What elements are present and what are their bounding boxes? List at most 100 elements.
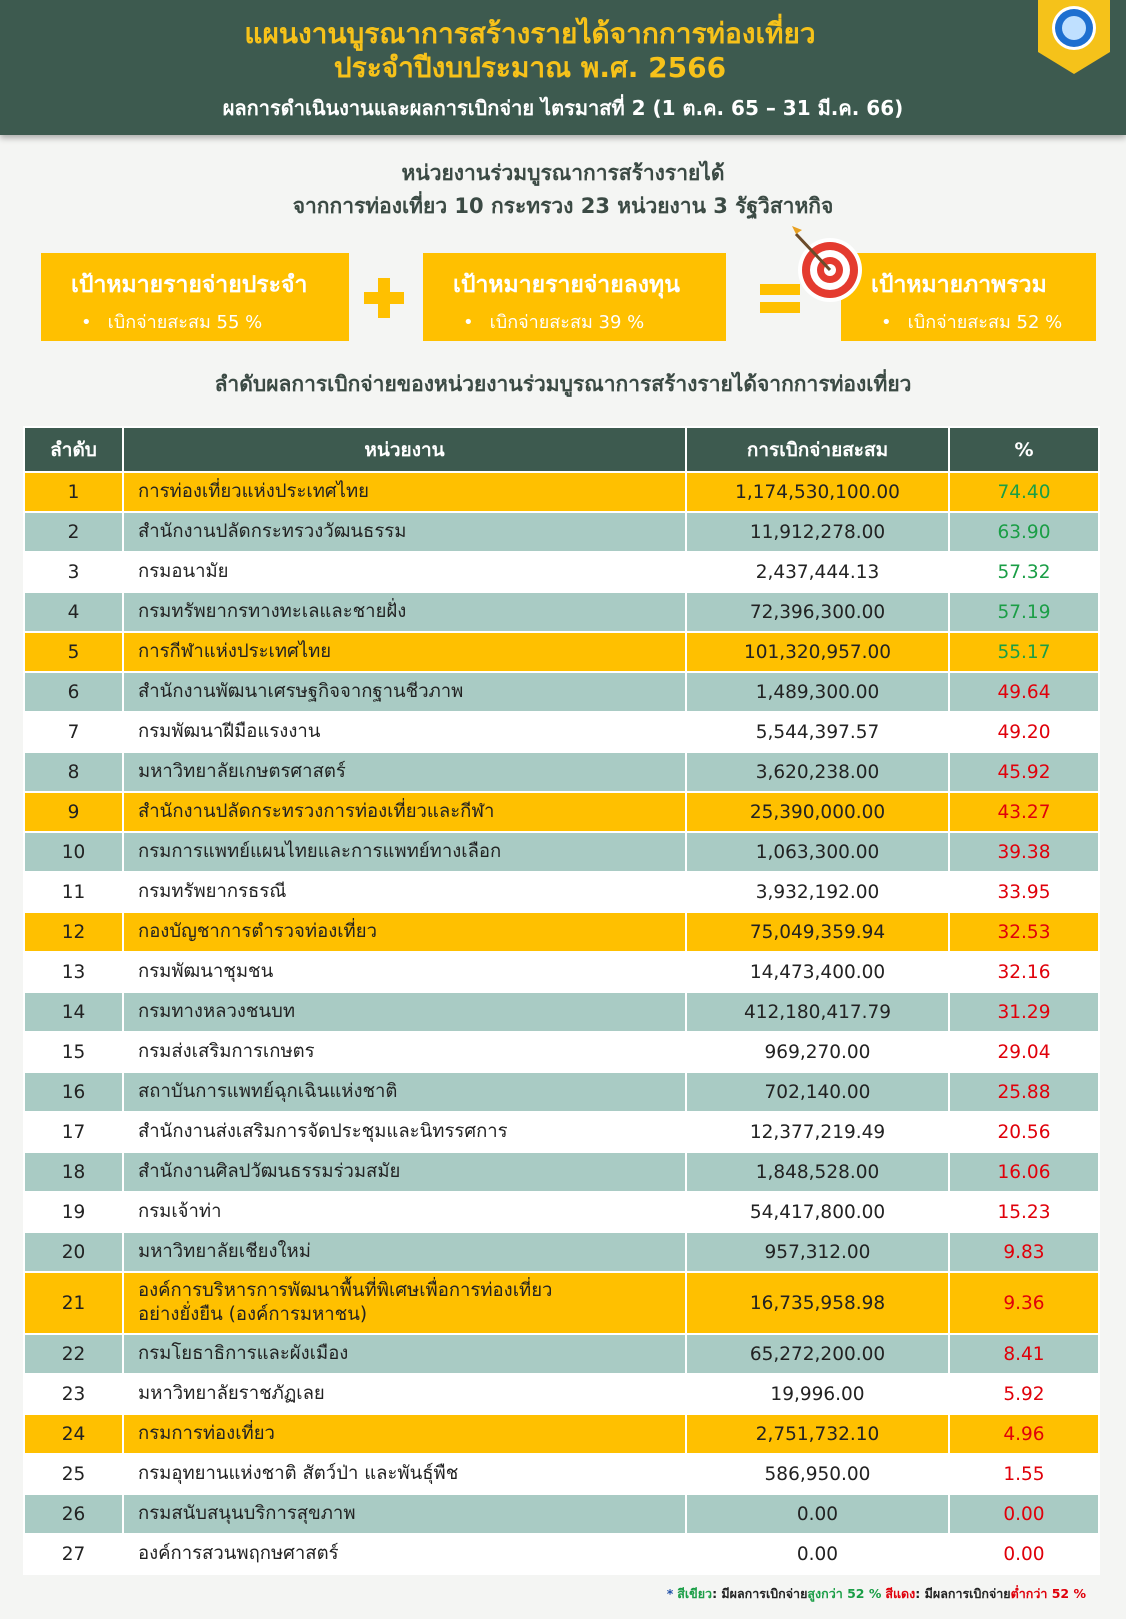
percent-cell: 8.41 — [948, 1333, 1100, 1375]
percent-cell: 0.00 — [948, 1533, 1100, 1575]
table-row: 8 มหาวิทยาลัยเกษตรศาสตร์ 3,620,238.00 45.92 — [23, 751, 1100, 793]
agency-cell: กรมอุทยานแห่งชาติ สัตว์ป่า และพันธุ์พืช — [122, 1453, 687, 1495]
footnote-part: สีเขียว — [677, 1586, 713, 1601]
header-row: ลำดับ หน่วยงาน การเบิกจ่ายสะสม% — [23, 426, 1100, 473]
amount-cell: 16,735,958.98 — [685, 1271, 950, 1335]
amount-cell: 54,417,800.00 — [685, 1191, 950, 1233]
footnote-part: สีแดง — [885, 1586, 916, 1601]
table-row: 7 กรมพัฒนาฝีมือแรงงาน 5,544,397.57 49.20 — [23, 711, 1100, 753]
header: แผนงานบูรณาการสร้างรายได้จากการท่องเที่ย… — [0, 0, 1126, 135]
target-detail: เบิกจ่ายสะสม 39 % — [453, 307, 726, 336]
rank-cell: 18 — [23, 1151, 124, 1193]
percent-cell: 9.36 — [948, 1271, 1100, 1335]
agency-cell: กรมพัฒนาชุมชน — [122, 951, 687, 993]
amount-cell: 11,912,278.00 — [685, 511, 950, 553]
target-box: เป้าหมายภาพรวม เบิกจ่ายสะสม 52 % — [841, 253, 1096, 341]
table-row: 14 กรมทางหลวงชนบท 412,180,417.79 31.29 — [23, 991, 1100, 1033]
percent-cell: 25.88 — [948, 1071, 1100, 1113]
percent-cell: 5.92 — [948, 1373, 1100, 1415]
table-row: 18 สำนักงานศิลปวัฒนธรรมร่วมสมัย 1,848,528.… — [23, 1151, 1100, 1193]
amount-cell: 586,950.00 — [685, 1453, 950, 1495]
table-row: 23 มหาวิทยาลัยราชภัฏเลย 19,996.00 5.92 — [23, 1373, 1100, 1415]
target-title: เป้าหมายรายจ่ายลงทุน — [453, 272, 680, 298]
intro-line: จากการท่องเที่ยว 10 กระทรวง 23 หน่วยงาน … — [292, 194, 834, 218]
percent-cell: 32.53 — [948, 911, 1100, 953]
agency-cell: กรมทรัพยากรธรณี — [122, 871, 687, 913]
table-body: 1 การท่องเที่ยวแห่งประเทศไทย 1,174,530,100… — [23, 471, 1100, 1575]
amount-cell: 0.00 — [685, 1493, 950, 1535]
agency-cell: มหาวิทยาลัยเกษตรศาสตร์ — [122, 751, 687, 793]
target-box: เป้าหมายรายจ่ายลงทุน เบิกจ่ายสะสม 39 % — [423, 253, 726, 341]
logo — [1038, 0, 1110, 74]
percent-cell: 49.64 — [948, 671, 1100, 713]
agency-cell: กองบัญชาการตำรวจท่องเที่ยว — [122, 911, 687, 953]
agency-cell: กรมโยธาธิการและผังเมือง — [122, 1333, 687, 1375]
table-row: 13 กรมพัฒนาชุมชน 14,473,400.00 32.16 — [23, 951, 1100, 993]
percent-cell: 63.90 — [948, 511, 1100, 553]
ranking-table: ลำดับ หน่วยงาน การเบิกจ่ายสะสม% 1 การท่องเท… — [23, 426, 1100, 1575]
percent-cell: 32.16 — [948, 951, 1100, 993]
amount-cell: 1,489,300.00 — [685, 671, 950, 713]
percent-cell: 9.83 — [948, 1231, 1100, 1273]
target-icon — [792, 226, 862, 302]
table-row: 27 องค์การสวนพฤกษศาสตร์ 0.00 0.00 — [23, 1533, 1100, 1575]
rank-cell: 23 — [23, 1373, 124, 1415]
table-row: 26 กรมสนับสนุนบริการสุขภาพ 0.00 0.00 — [23, 1493, 1100, 1535]
table-row: 12 กองบัญชาการตำรวจท่องเที่ยว 75,049,359.9… — [23, 911, 1100, 953]
amount-cell: 19,996.00 — [685, 1373, 950, 1415]
target-detail: เบิกจ่ายสะสม 52 % — [871, 307, 1096, 336]
agency-cell: กรมการท่องเที่ยว — [122, 1413, 687, 1455]
amount-cell: 2,751,732.10 — [685, 1413, 950, 1455]
title-line: ประจำปีงบประมาณ พ.ศ. 2566 — [333, 51, 727, 84]
percent-cell: 45.92 — [948, 751, 1100, 793]
rank-cell: 14 — [23, 991, 124, 1033]
rank-cell: 8 — [23, 751, 124, 793]
percent-cell: 4.96 — [948, 1413, 1100, 1455]
percent-cell: 1.55 — [948, 1453, 1100, 1495]
target-title: เป้าหมายรายจ่ายประจำ — [71, 272, 308, 298]
rank-cell: 1 — [23, 471, 124, 513]
column-header: การเบิกจ่ายสะสม — [685, 426, 950, 473]
table-row: 4 กรมทรัพยากรทางทะเลและชายฝั่ง 72,396,300.… — [23, 591, 1100, 633]
percent-cell: 31.29 — [948, 991, 1100, 1033]
amount-cell: 2,437,444.13 — [685, 551, 950, 593]
table-row: 2 สำนักงานปลัดกระทรวงวัฒนธรรม 11,912,278.0… — [23, 511, 1100, 553]
agency-cell: สถาบันการแพทย์ฉุกเฉินแห่งชาติ — [122, 1071, 687, 1113]
rank-cell: 7 — [23, 711, 124, 753]
column-header: ลำดับ — [23, 426, 124, 473]
plus-sign — [364, 278, 404, 318]
agency-cell: กรมสนับสนุนบริการสุขภาพ — [122, 1493, 687, 1535]
agency-cell: กรมทางหลวงชนบท — [122, 991, 687, 1033]
amount-cell: 702,140.00 — [685, 1071, 950, 1113]
percent-cell: 49.20 — [948, 711, 1100, 753]
column-header: % — [948, 426, 1100, 473]
footnote-part: : มีผลการเบิกจ่าย — [915, 1586, 1011, 1601]
rank-cell: 2 — [23, 511, 124, 553]
agency-cell: สำนักงานส่งเสริมการจัดประชุมและนิทรรศการ — [122, 1111, 687, 1153]
table-row: 16 สถาบันการแพทย์ฉุกเฉินแห่งชาติ 702,140.0… — [23, 1071, 1100, 1113]
rank-cell: 26 — [23, 1493, 124, 1535]
percent-cell: 29.04 — [948, 1031, 1100, 1073]
percent-cell: 55.17 — [948, 631, 1100, 673]
table-row: 11 กรมทรัพยากรธรณี 3,932,192.00 33.95 — [23, 871, 1100, 913]
percent-cell: 20.56 — [948, 1111, 1100, 1153]
target-box: เป้าหมายรายจ่ายประจำ เบิกจ่ายสะสม 55 % — [41, 253, 349, 341]
equals-sign — [760, 284, 800, 313]
rank-cell: 9 — [23, 791, 124, 833]
amount-cell: 969,270.00 — [685, 1031, 950, 1073]
intro-line: หน่วยงานร่วมบูรณาการสร้างรายได้ — [401, 161, 725, 185]
table-row: 20 มหาวิทยาลัยเชียงใหม่ 957,312.00 9.83 — [23, 1231, 1100, 1273]
agency-cell: มหาวิทยาลัยเชียงใหม่ — [122, 1231, 687, 1273]
table-row: 22 กรมโยธาธิการและผังเมือง 65,272,200.00 8.… — [23, 1333, 1100, 1375]
rank-cell: 27 — [23, 1533, 124, 1575]
amount-cell: 1,848,528.00 — [685, 1151, 950, 1193]
agency-cell: การท่องเที่ยวแห่งประเทศไทย — [122, 471, 687, 513]
rank-cell: 12 — [23, 911, 124, 953]
amount-cell: 72,396,300.00 — [685, 591, 950, 633]
target-title: เป้าหมายภาพรวม — [871, 272, 1047, 298]
footnote: * สีเขียว: มีผลการเบิกจ่ายสูงกว่า 52 % สีแ… — [667, 1584, 1086, 1604]
amount-cell: 3,932,192.00 — [685, 871, 950, 913]
table-row: 10 กรมการแพทย์แผนไทยและการแพทย์ทางเลือก 1,… — [23, 831, 1100, 873]
